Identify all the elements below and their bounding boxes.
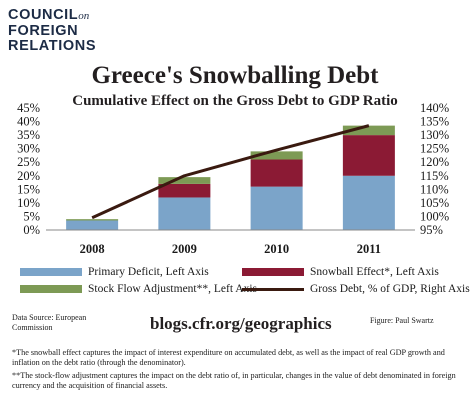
bar-segment-stock-flow-2011 (342, 125, 395, 136)
bar-segment-snowball-effect-2011 (342, 135, 395, 176)
bar-segment-primary-deficit-2011 (342, 175, 395, 230)
bar-segment-stock-flow-2009 (158, 177, 211, 184)
left-axis-tick-label: 5% (23, 209, 40, 223)
bar-segment-stock-flow-2010 (250, 151, 303, 160)
bar-segment-snowball-effect-2009 (158, 183, 211, 198)
left-axis-tick-label: 35% (17, 128, 40, 142)
right-axis-tick-label: 125% (420, 142, 449, 156)
x-axis-tick-label: 2010 (264, 242, 289, 256)
legend-item-stock-flow: Stock Flow Adjustment**, Left Axis (20, 283, 257, 295)
chart-area: 0%5%10%15%20%25%30%35%40%45%95%100%105%1… (17, 101, 449, 256)
chart-title: Greece's Snowballing Debt (91, 62, 379, 89)
data-source: Data Source: European Commission (12, 313, 87, 332)
figure-credit: Figure: Paul Swartz (370, 316, 434, 325)
right-axis-tick-label: 135% (420, 115, 449, 129)
legend-swatch-gross-debt (242, 287, 304, 291)
x-axis-tick-label: 2009 (172, 242, 197, 256)
legend-label-snowball-effect: Snowball Effect*, Left Axis (310, 266, 439, 278)
left-axis-tick-label: 30% (17, 142, 40, 156)
legend-swatch-stock-flow (20, 285, 82, 293)
right-axis-tick-label: 110% (420, 182, 449, 196)
legend-label-stock-flow: Stock Flow Adjustment**, Left Axis (88, 283, 257, 295)
logo-line-2: FOREIGN (8, 23, 79, 39)
left-axis-tick-label: 20% (17, 169, 40, 183)
left-axis-tick-label: 40% (17, 115, 40, 129)
right-axis-tick-label: 120% (420, 155, 449, 169)
right-axis-tick-label: 95% (420, 223, 443, 237)
legend-item-primary-deficit: Primary Deficit, Left Axis (20, 266, 209, 278)
x-axis-tick-label: 2008 (80, 242, 105, 256)
left-axis-tick-label: 0% (23, 223, 40, 237)
legend-item-snowball-effect: Snowball Effect*, Left Axis (242, 266, 439, 278)
right-axis-tick-label: 100% (420, 209, 449, 223)
left-axis-tick-label: 10% (17, 196, 40, 210)
legend-label-primary-deficit: Primary Deficit, Left Axis (88, 266, 209, 278)
legend-label-gross-debt: Gross Debt, % of GDP, Right Axis (310, 283, 470, 295)
right-axis-tick-label: 105% (420, 196, 449, 210)
cfr-logo: COUNCILon FOREIGN RELATIONS (8, 8, 96, 54)
left-axis-tick-label: 45% (17, 101, 40, 115)
left-axis-tick-label: 15% (17, 182, 40, 196)
legend-item-gross-debt: Gross Debt, % of GDP, Right Axis (242, 283, 470, 295)
footnote-stock-flow: **The stock-flow adjustment captures the… (12, 371, 456, 391)
x-axis-tick-label: 2011 (357, 242, 381, 256)
bar-segment-primary-deficit-2008 (66, 220, 119, 230)
bar-segment-primary-deficit-2009 (158, 197, 211, 230)
right-axis-tick-label: 140% (420, 101, 449, 115)
legend-swatch-snowball-effect (242, 268, 304, 276)
blog-url: blogs.cfr.org/geographics (150, 314, 332, 333)
logo-on: on (78, 10, 90, 22)
right-axis-tick-label: 115% (420, 169, 449, 183)
bar-segment-stock-flow-2008 (66, 219, 119, 221)
gross-debt-line (91, 124, 370, 220)
legend-swatch-primary-deficit (20, 268, 82, 276)
left-axis-tick-label: 25% (17, 155, 40, 169)
logo-line-3: RELATIONS (8, 38, 97, 54)
chart-subtitle: Cumulative Effect on the Gross Debt to G… (72, 93, 398, 109)
footnote-snowball: *The snowball effect captures the impact… (12, 348, 445, 368)
bar-segment-primary-deficit-2010 (250, 186, 303, 230)
right-axis-tick-label: 130% (420, 128, 449, 142)
logo-line-1: COUNCIL (8, 7, 79, 23)
bar-segment-snowball-effect-2010 (250, 159, 303, 187)
